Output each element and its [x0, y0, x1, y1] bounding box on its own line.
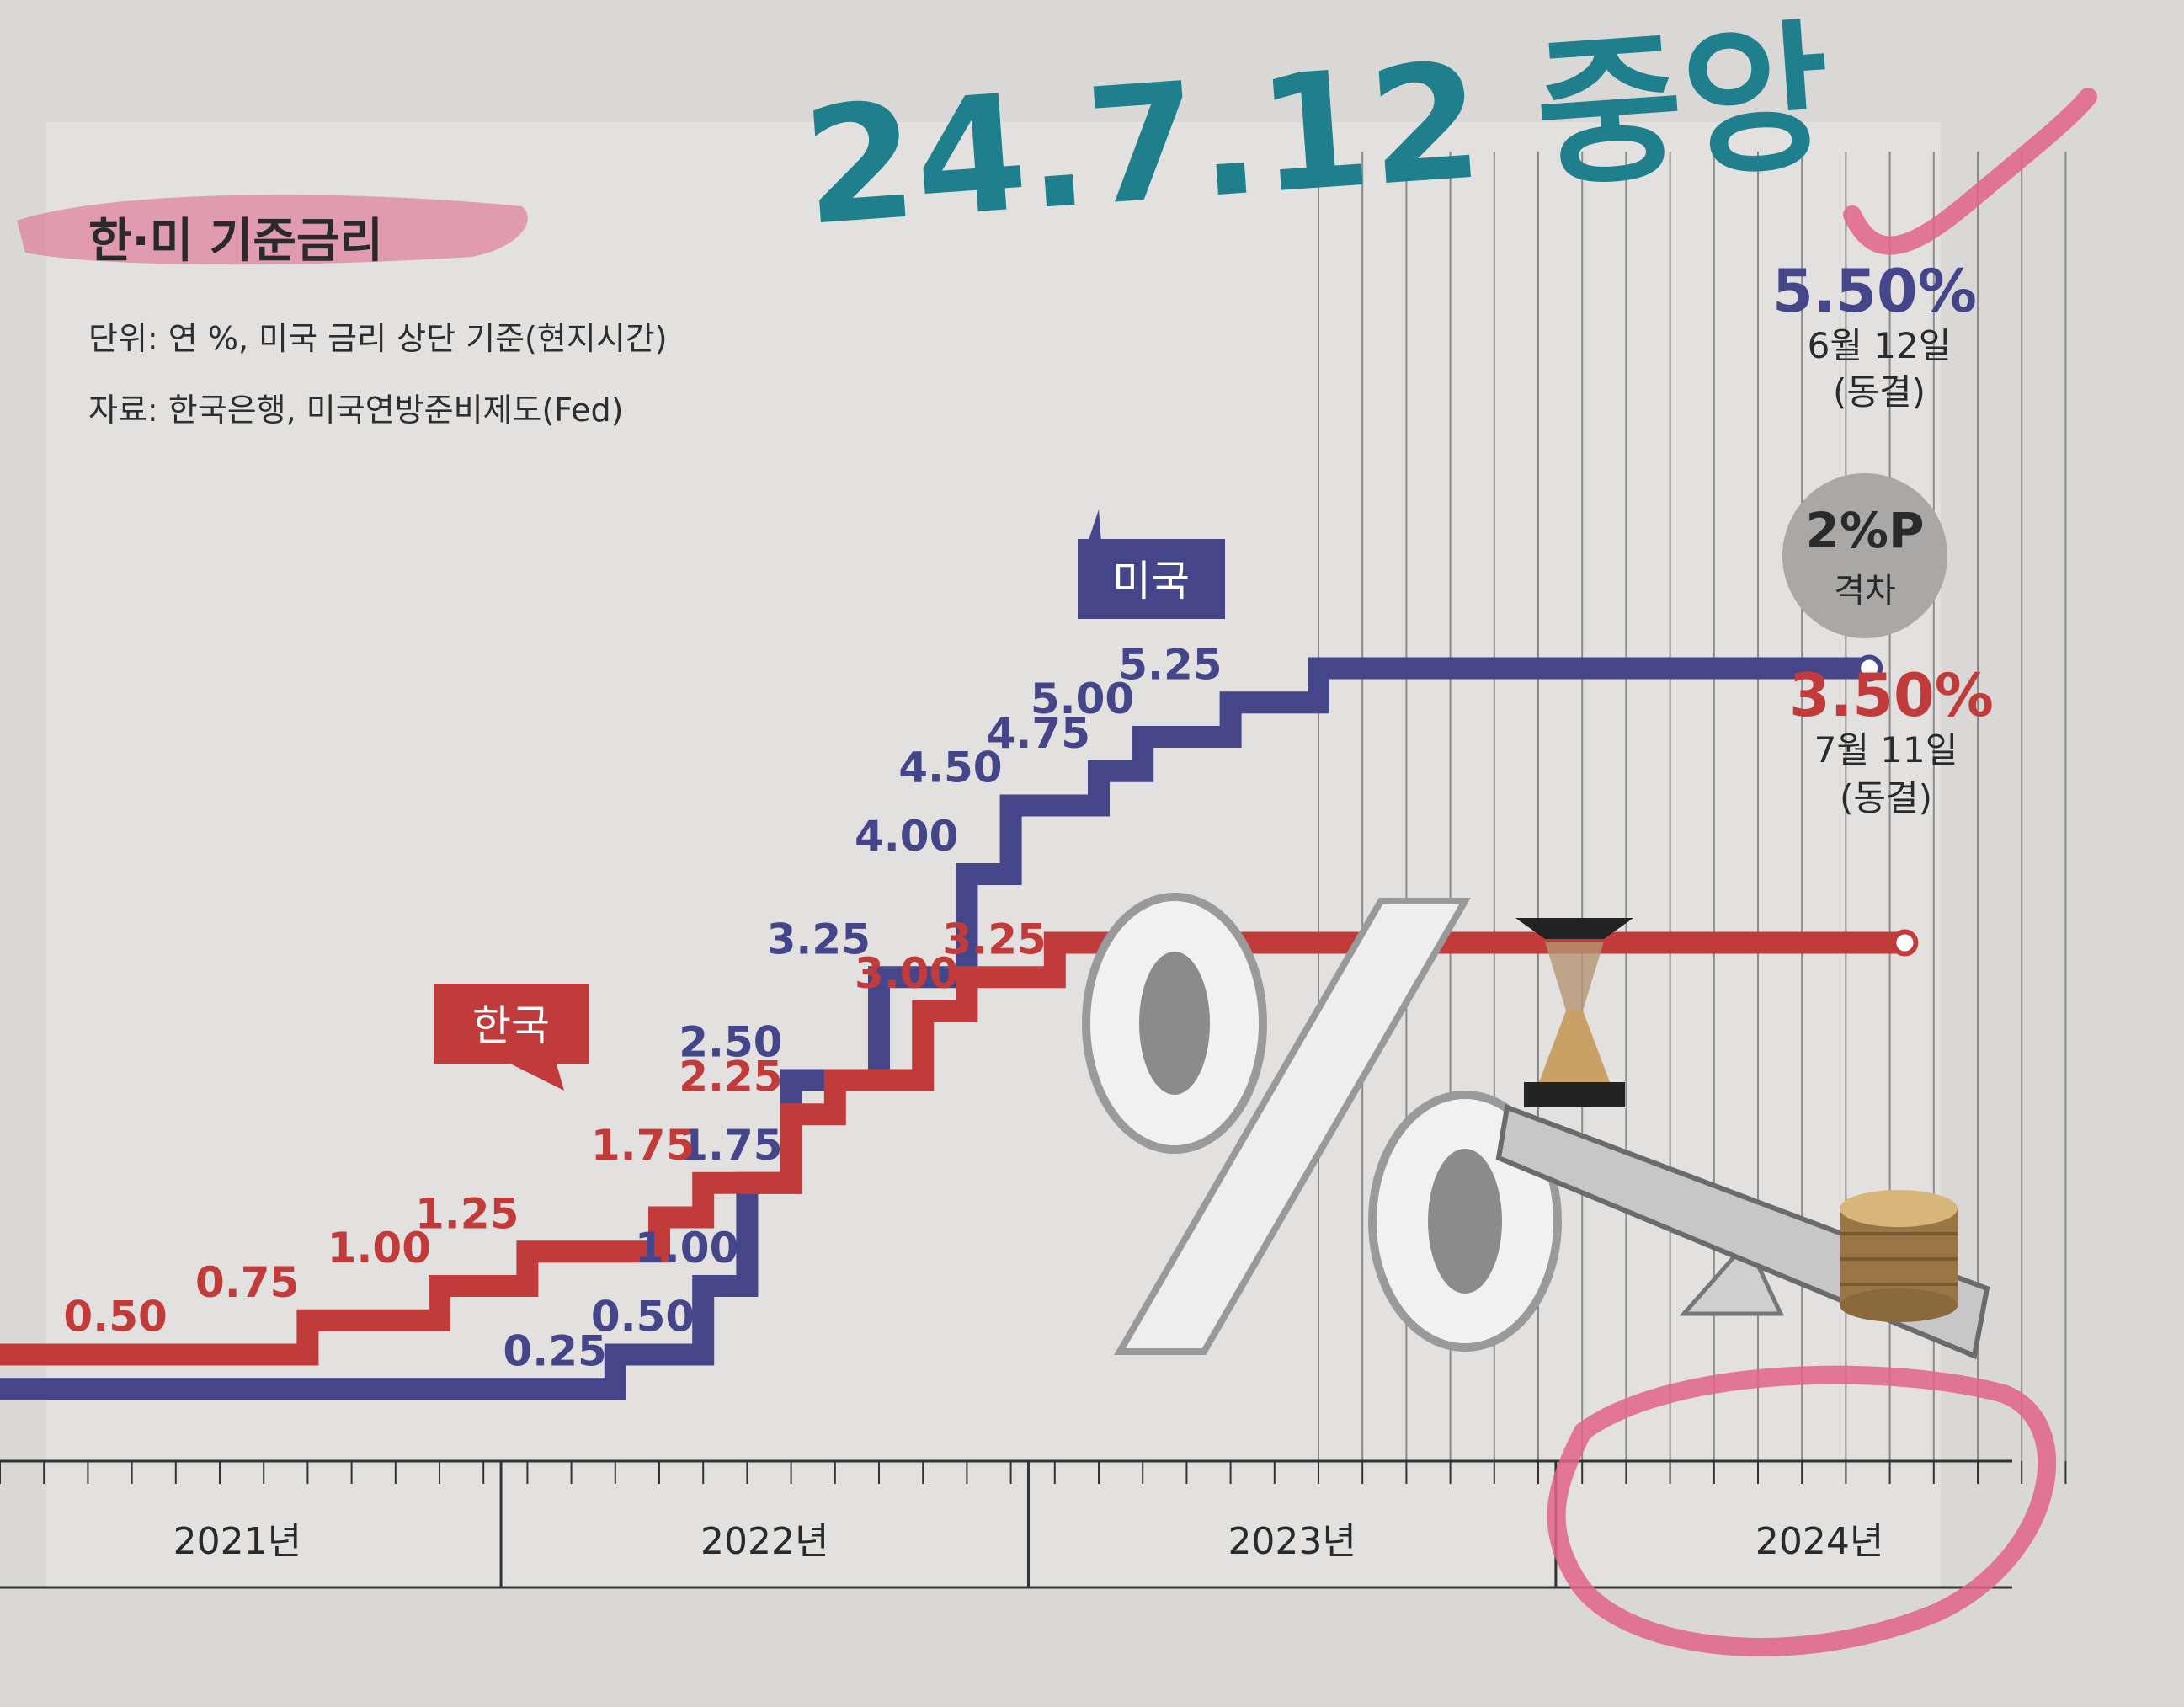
data-label: 4.00 — [855, 812, 958, 861]
hourglass-icon — [1515, 918, 1633, 1107]
data-label: 0.25 — [503, 1326, 606, 1375]
data-label: 3.25 — [942, 915, 1046, 963]
year-label: 2021년 — [173, 1520, 301, 1563]
legend-us-label: 미국 — [1112, 557, 1190, 605]
data-label: 1.00 — [328, 1224, 431, 1272]
us-end-status: (동결) — [1833, 371, 1926, 413]
data-label: 1.25 — [415, 1189, 519, 1238]
series-end-marker — [1891, 929, 1919, 957]
percent-illustration — [1082, 893, 1990, 1360]
year-label: 2023년 — [1228, 1520, 1356, 1563]
data-label: 3.00 — [855, 949, 958, 998]
pink-check-mark — [1843, 88, 2097, 255]
data-label: 0.50 — [591, 1293, 695, 1342]
gap-badge — [1782, 473, 1947, 638]
chart-panel — [46, 122, 1941, 1587]
series-end-marker — [1856, 654, 1883, 682]
data-label: 0.50 — [63, 1293, 167, 1342]
kr-end-value: 3.50% — [1789, 661, 1994, 730]
coin-stack-icon — [1840, 1190, 1958, 1322]
kr-end-date: 7월 11일 — [1814, 729, 1958, 771]
legend-kr-label: 한국 — [472, 1001, 550, 1050]
title-highlight — [17, 195, 528, 265]
legend-kr-callout: 한국 — [434, 984, 589, 1091]
data-label: 4.75 — [987, 709, 1090, 758]
data-label: 1.75 — [679, 1121, 782, 1170]
data-label: 5.25 — [1118, 640, 1222, 689]
kr-end-status: (동결) — [1840, 777, 1932, 819]
data-label: 0.75 — [195, 1258, 299, 1307]
data-labels: 0.250.501.001.752.503.254.004.504.755.00… — [63, 640, 1222, 1375]
data-label: 2.25 — [679, 1052, 782, 1101]
legend-us-callout: 미국 — [1078, 509, 1225, 619]
data-label: 1.00 — [635, 1224, 738, 1272]
data-label: 2.50 — [679, 1018, 782, 1067]
data-label: 4.50 — [898, 744, 1002, 792]
gap-badge-label: 격차 — [1834, 572, 1896, 611]
series-line-us — [0, 657, 1870, 1400]
year-labels: 2021년 2022년 2023년 2024년 — [173, 1520, 1884, 1563]
us-end-value: 5.50% — [1772, 257, 1977, 326]
data-label: 3.25 — [767, 915, 871, 963]
year-label: 2024년 — [1755, 1520, 1883, 1563]
gap-badge-value: 2%P — [1806, 502, 1925, 559]
series-line-kr — [0, 931, 1905, 1366]
pink-circle-2024 — [1547, 1365, 2057, 1656]
source-note: 자료: 한국은행, 미국연방준비제도(Fed) — [88, 392, 623, 429]
us-end-date: 6월 12일 — [1808, 325, 1952, 366]
series-layer — [0, 654, 1919, 1400]
year-label: 2022년 — [700, 1520, 828, 1563]
chart-title: 한·미 기준금리 — [88, 214, 383, 269]
unit-note: 단위: 연 %, 미국 금리 상단 기준(현지시간) — [88, 320, 668, 357]
data-label: 1.75 — [591, 1121, 695, 1170]
data-label: 5.00 — [1031, 675, 1134, 723]
